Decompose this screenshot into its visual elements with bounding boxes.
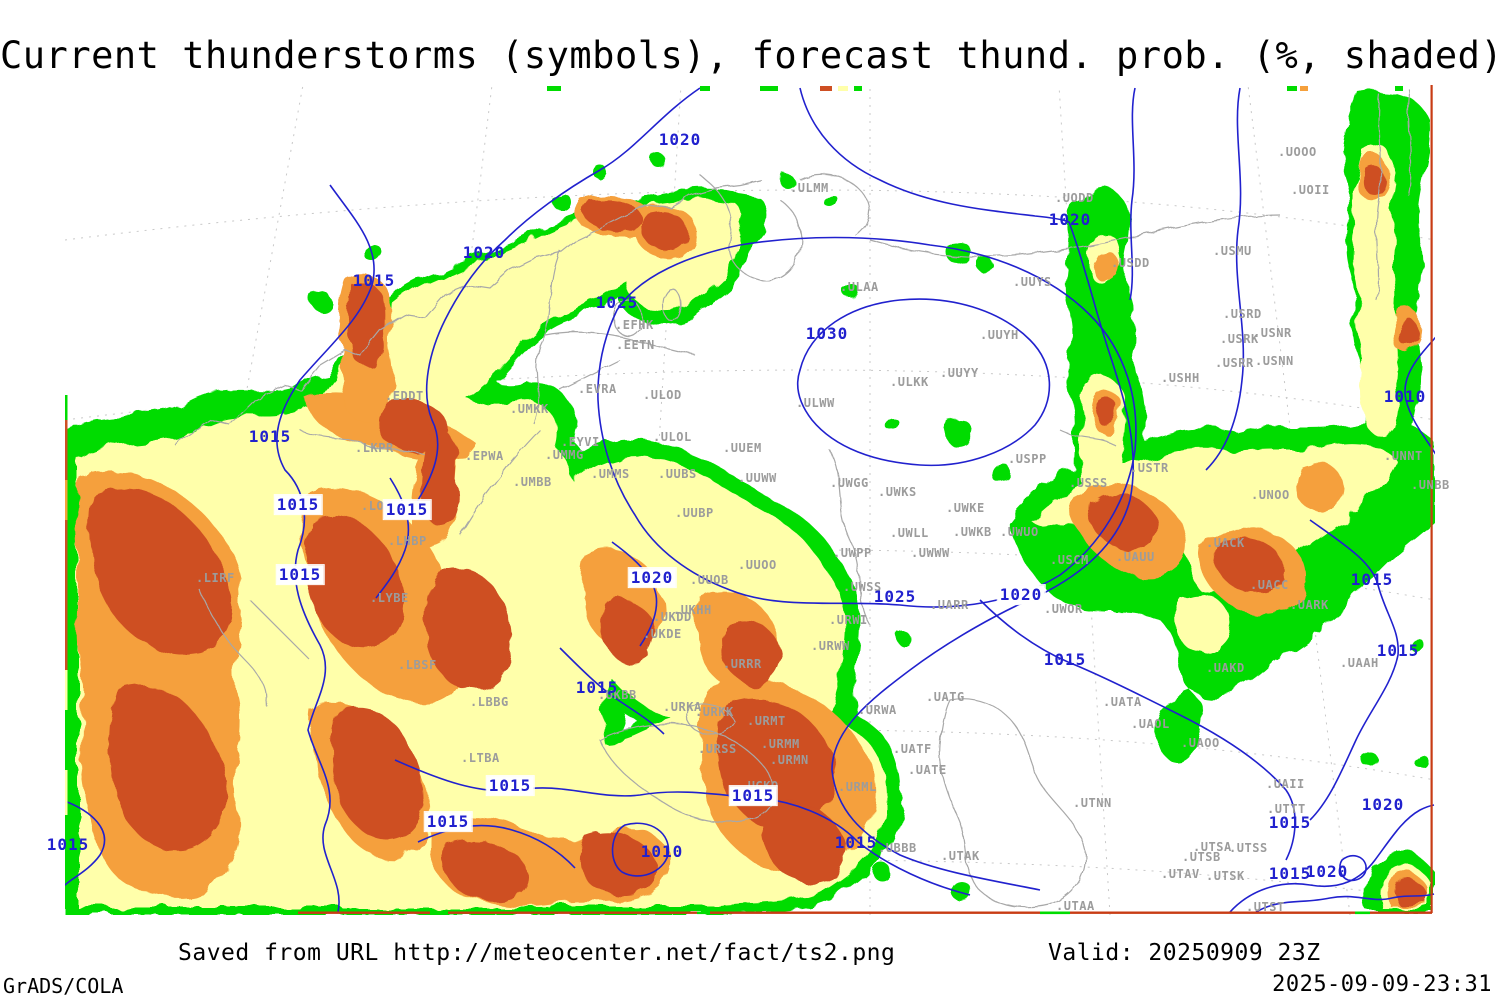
isobar-lines [65,87,1435,913]
footer-line: Saved from URL http://meteocenter.net/fa… [0,940,1500,968]
data-domain-border [65,85,1433,915]
generation-timestamp: 2025-09-09-23:31 [1272,972,1492,997]
credit-line: GrADS/COLA 2025-09-09-23:31 [0,972,1497,998]
valid-time-text: Valid: 20250909 23Z [1048,940,1321,966]
coastline-layer [174,89,1412,909]
graticule-lines [65,85,1435,915]
saved-from-url-text: Saved from URL http://meteocenter.net/fa… [178,940,896,966]
grads-credit-text: GrADS/COLA [3,974,124,998]
chart-title: Current thunderstorms (symbols), forecas… [0,34,1500,77]
thunderstorm-probability-shading [65,90,1434,915]
